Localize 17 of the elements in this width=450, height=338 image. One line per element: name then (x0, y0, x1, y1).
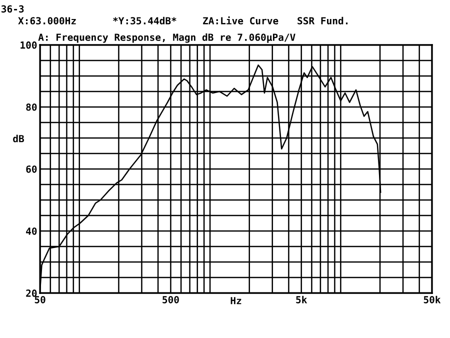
x-axis-title: Hz (230, 297, 242, 304)
y-axis-title: dB (13, 134, 24, 142)
x-tick-label: 50k (424, 296, 441, 304)
chart-title: A: Frequency Response, Magn dB re 7.060µPa/V (38, 33, 296, 43)
x-tick-label: 5k (296, 296, 308, 304)
text: SSR Fund. (298, 16, 348, 24)
text: *Y:35.44dB* (113, 16, 176, 24)
y-tick-label: 60 (26, 165, 37, 173)
y-tick-label: 80 (26, 103, 37, 111)
text: ZA:Live Curve (203, 16, 278, 24)
x-tick-label: 500 (162, 296, 179, 304)
text: X:63.000Hz (18, 17, 76, 24)
y-tick-label: 20 (26, 290, 37, 297)
y-tick-label: 100 (20, 41, 37, 49)
text: 36-3 (1, 5, 24, 13)
x-tick-label: 50 (34, 296, 46, 304)
y-tick-label: 40 (26, 228, 37, 235)
